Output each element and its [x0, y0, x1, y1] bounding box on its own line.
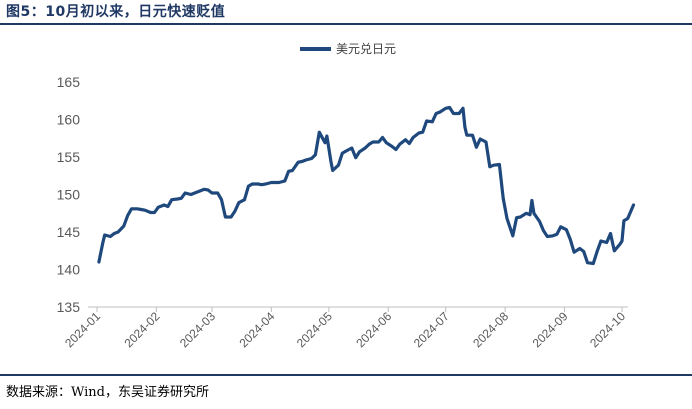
y-tick-label: 160: [57, 112, 81, 128]
plot-area: [97, 105, 636, 266]
x-tick-label: 2024-07: [411, 309, 452, 350]
x-tick-label: 2024-08: [470, 309, 511, 350]
title-rule: [0, 23, 692, 25]
x-tick-label: 2024-09: [530, 309, 571, 350]
series-line-usdjpy: [97, 105, 636, 266]
source-note: 数据来源：Wind，东吴证券研究所: [6, 385, 209, 400]
x-tick-label: 2024-01: [62, 309, 103, 350]
y-axis: 135 140 145 150 155 160 165: [57, 74, 81, 315]
y-tick-label: 145: [57, 224, 81, 240]
legend-label: 美元兑日元: [336, 42, 396, 56]
source-rule: [0, 374, 692, 376]
x-tick-label: 2024-05: [294, 309, 335, 350]
legend: 美元兑日元: [300, 42, 396, 56]
x-tick-label: 2024-10: [587, 309, 628, 350]
x-tick-label: 2024-06: [353, 309, 394, 350]
y-tick-label: 140: [57, 262, 81, 278]
x-tick-label: 2024-02: [121, 309, 162, 350]
y-tick-label: 150: [57, 187, 81, 203]
x-tick-label: 2024-04: [236, 309, 277, 350]
x-tick-label: 2024-03: [177, 309, 218, 350]
y-tick-label: 165: [57, 74, 81, 90]
x-axis: 2024-01 2024-02 2024-03 2024-04 2024-05 2024-…: [62, 306, 628, 350]
figure-title: 图5：10月初以来，日元快速贬值: [6, 4, 226, 20]
y-tick-label: 135: [57, 299, 81, 315]
y-tick-label: 155: [57, 149, 81, 165]
